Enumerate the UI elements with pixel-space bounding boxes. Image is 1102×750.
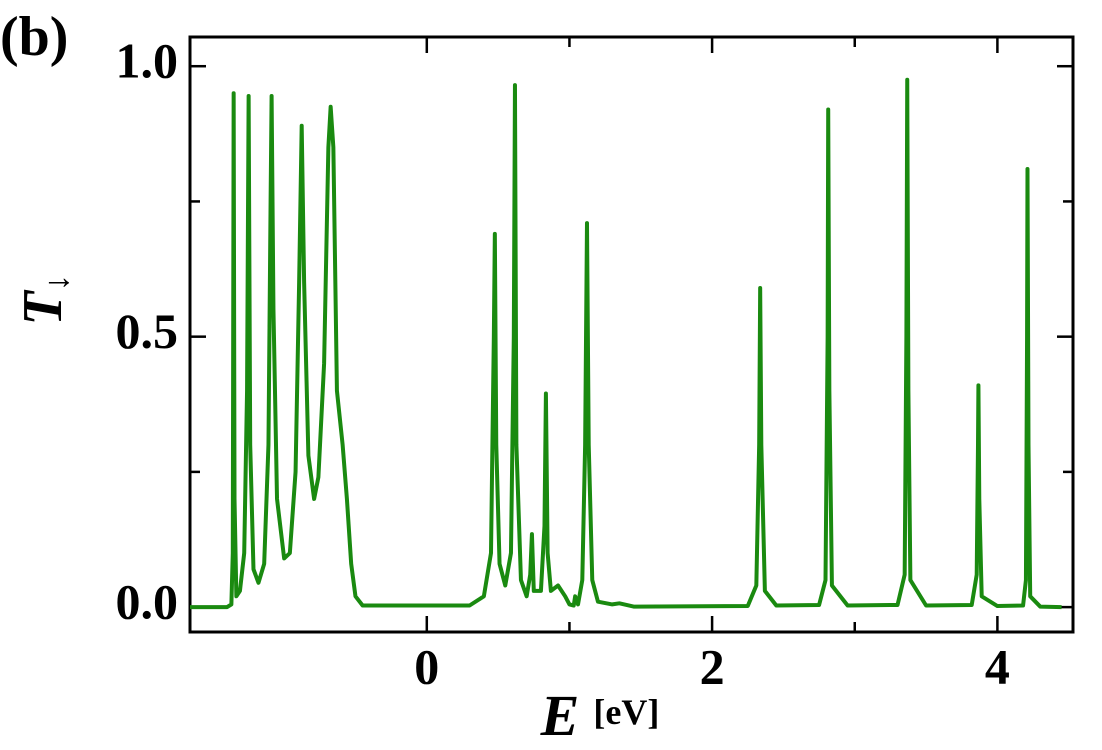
y-tick-label: 0.5 [116, 303, 179, 359]
y-label-subscript: ↓ [39, 274, 76, 291]
x-axis-label: E [eV] [540, 683, 660, 748]
x-label-unit: [eV] [593, 692, 659, 732]
x-label-main: E [540, 683, 580, 748]
panel-label: (b) [0, 6, 68, 68]
y-tick-label: 0.0 [116, 574, 179, 630]
data-line [190, 77, 1062, 610]
x-tick-label: 0 [414, 638, 439, 694]
x-tick-label: 2 [700, 638, 725, 694]
plot-frame [188, 35, 1075, 634]
y-tick-label: 1.0 [116, 33, 179, 89]
y-axis-label: T↓ [12, 274, 76, 325]
y-label-main: T [12, 289, 74, 326]
x-tick-label: 4 [985, 638, 1010, 694]
